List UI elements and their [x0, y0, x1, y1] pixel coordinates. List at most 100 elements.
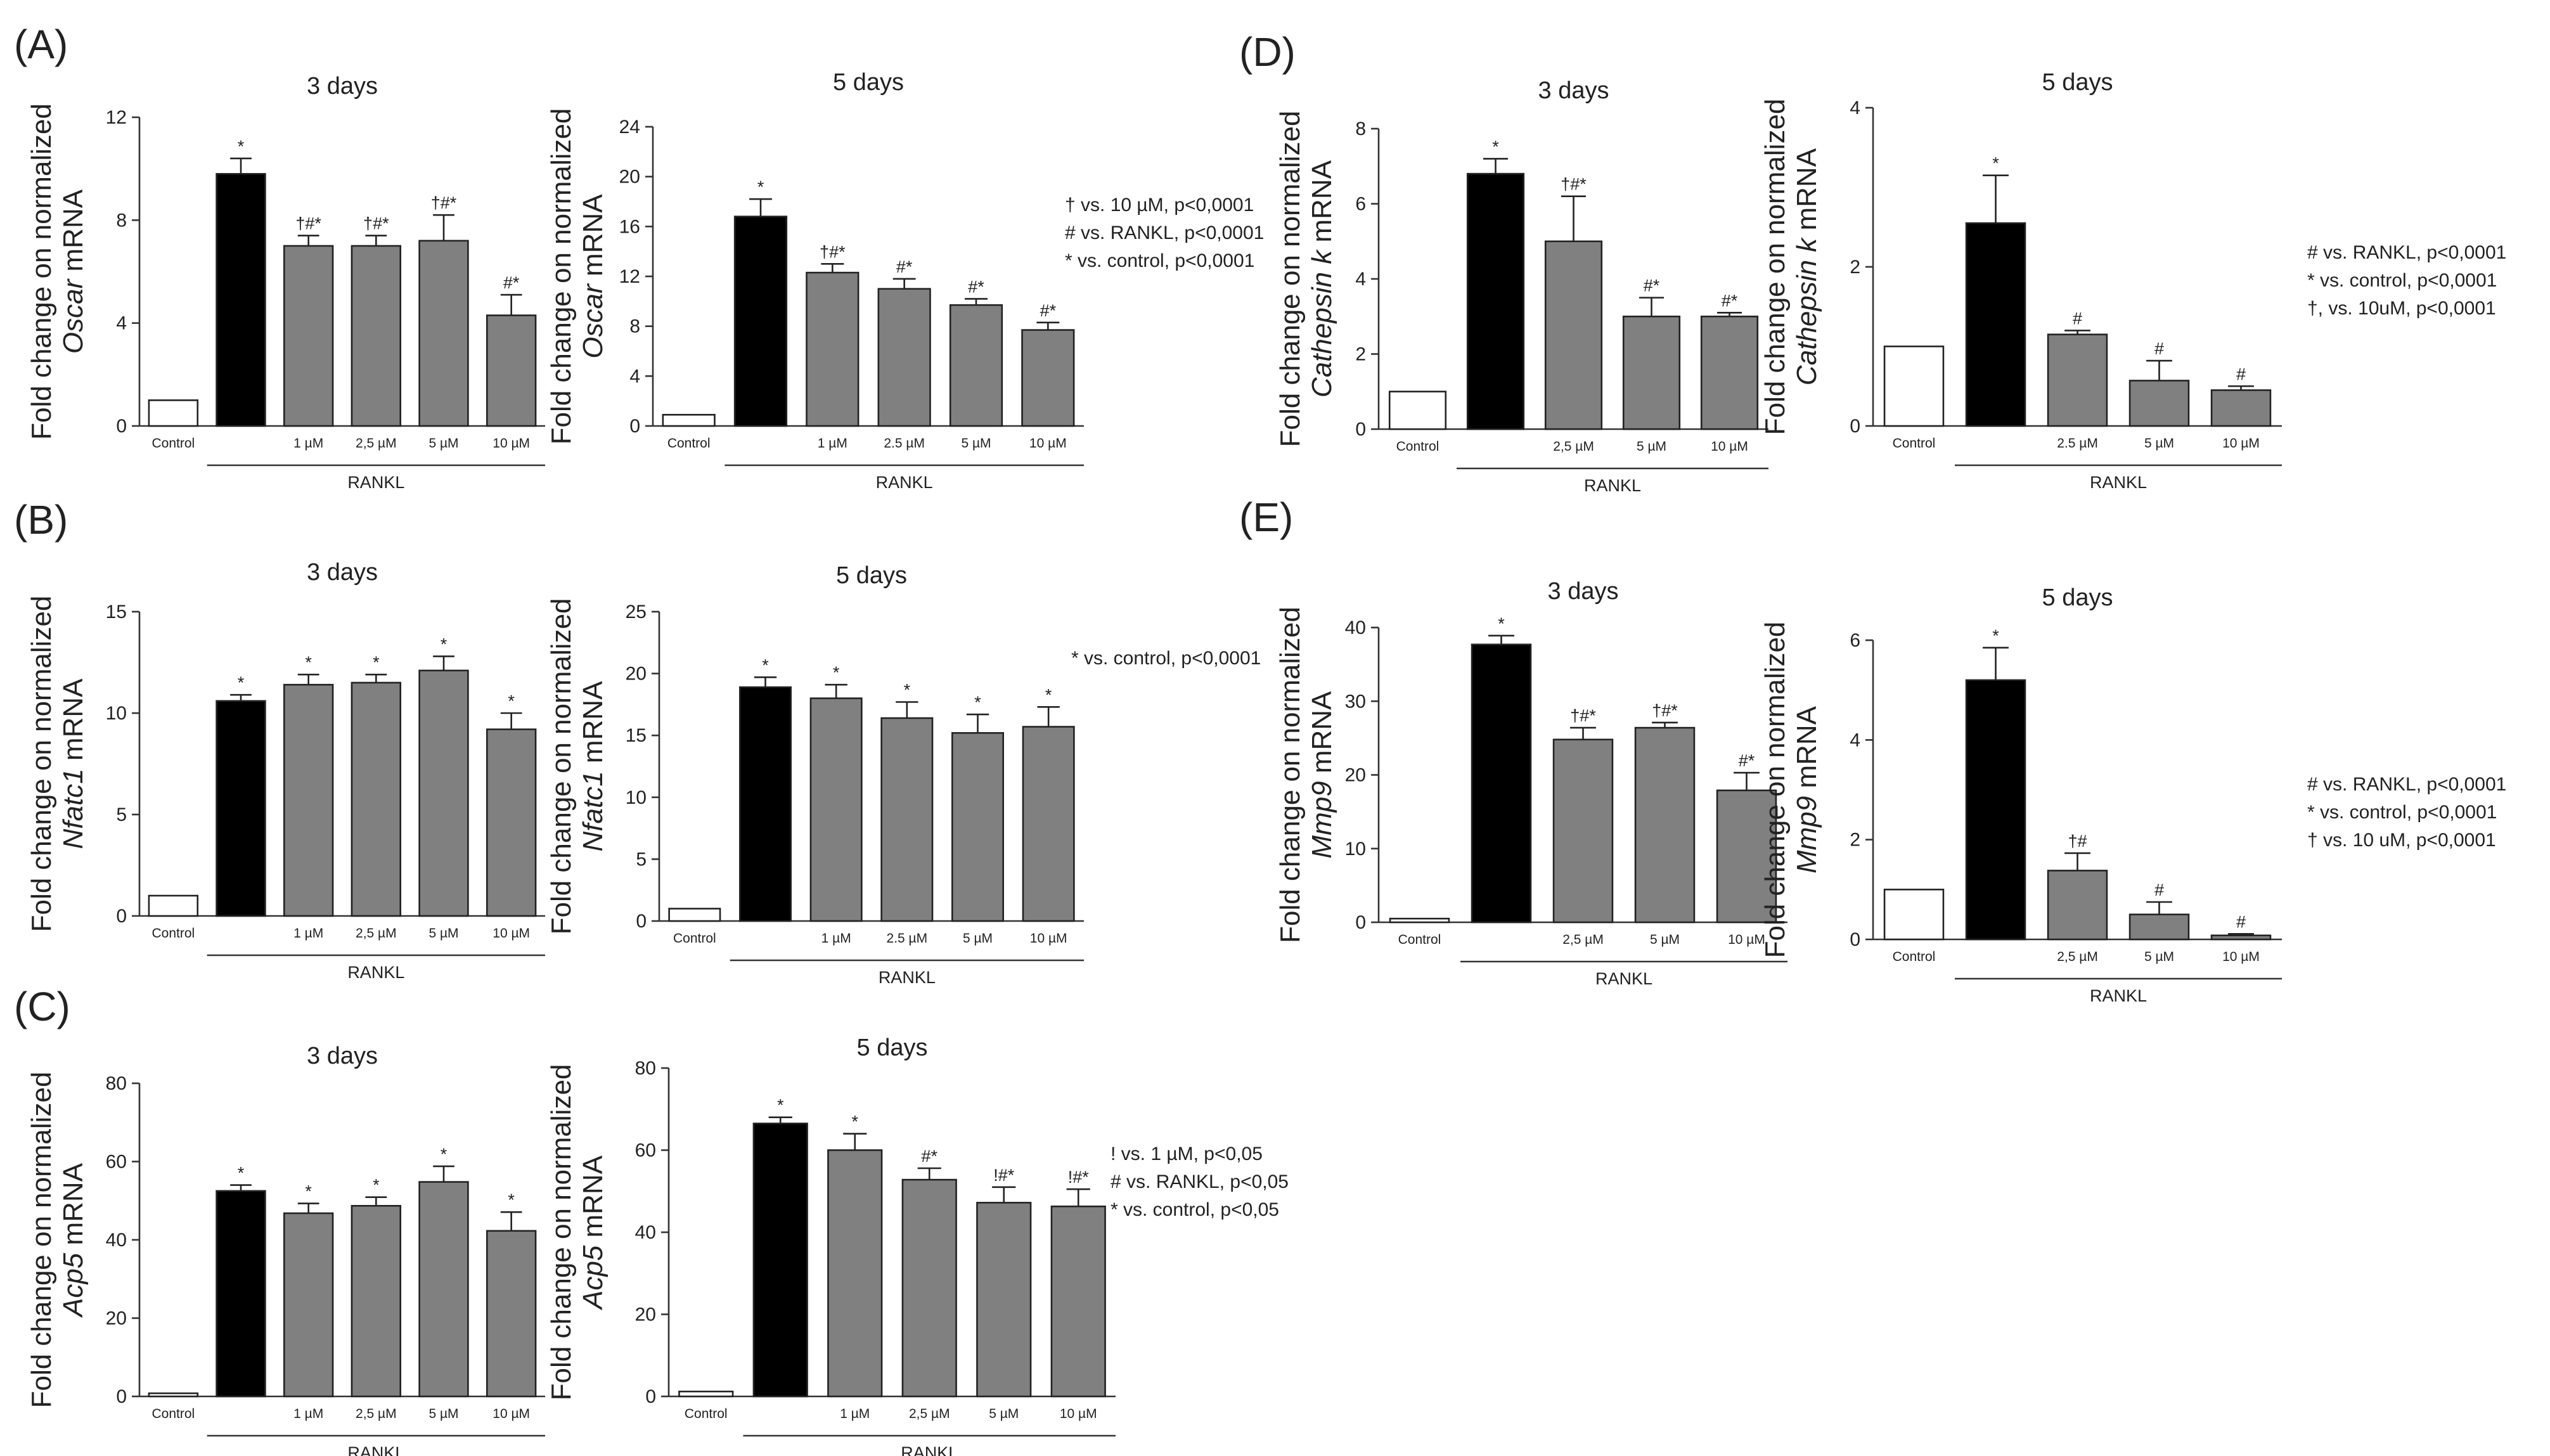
chart-e2: 5 days 0 2 4 6 Fold change on normalizedMmp9 …	[1760, 584, 2506, 1005]
y-tick-label: 80	[106, 1073, 127, 1094]
bar	[733, 216, 788, 427]
legend-entry: # vs. RANKL, p<0,05	[1111, 1171, 1289, 1192]
legend-entry: † vs. 10 µM, p<0,0001	[1065, 195, 1254, 216]
bar	[752, 1123, 808, 1398]
category-label: Control	[667, 436, 711, 451]
y-tick-label: 8	[116, 210, 127, 231]
group-label: RANKL	[347, 1443, 404, 1456]
significance-label: *	[1992, 154, 1999, 173]
significance-label: #*	[1040, 301, 1057, 320]
chart-title: 5 days	[857, 1034, 928, 1061]
y-axis-label-line1: Fold change on normalized	[26, 596, 57, 932]
category-label: 10 µM	[493, 436, 530, 451]
bar	[486, 728, 537, 917]
category-label: Control	[1398, 932, 1441, 947]
significance-label: !#*	[1068, 1168, 1090, 1187]
bar	[351, 1204, 402, 1398]
bar	[1965, 222, 2026, 427]
chart-title: 3 days	[1548, 578, 1619, 605]
y-tick-label: 8	[629, 316, 640, 337]
significance-label: #*	[1644, 276, 1660, 295]
bar	[1883, 345, 1945, 427]
bar	[809, 697, 863, 922]
chart-a2: 5 days 0 4 8 12 16 20 24 Fold change on normaliz…	[546, 69, 1264, 492]
category-label: 2,5 µM	[2057, 950, 2098, 964]
significance-label: *	[1498, 614, 1505, 633]
category-label: 10 µM	[493, 926, 530, 941]
y-tick-label: 2	[1850, 830, 1860, 851]
chart-title: 5 days	[833, 69, 904, 96]
bar	[662, 413, 716, 427]
y-tick-label: 8	[1355, 119, 1366, 139]
group-label: RANKL	[1584, 476, 1641, 495]
y-axis-label: Fold change on normalizedAcp5 mRNA	[546, 1064, 609, 1401]
y-axis-label: Fold change on normalizedAcp5 mRNA	[26, 1072, 89, 1408]
chart-title: 5 days	[836, 562, 907, 589]
y-tick-label: 10	[626, 787, 647, 808]
y-tick-label: 0	[116, 906, 127, 927]
y-axis-label-line1: Fold change on normalized	[546, 598, 577, 935]
y-tick-label: 0	[1355, 419, 1366, 440]
y-tick-label: 20	[1345, 765, 1366, 786]
y-tick-label: 6	[1850, 630, 1860, 651]
significance-label: †#*	[363, 214, 389, 233]
significance-label: *	[238, 1164, 245, 1183]
bar	[901, 1178, 957, 1398]
category-label: 5 µM	[2144, 950, 2174, 964]
bar	[976, 1202, 1032, 1398]
category-label: 5 µM	[1650, 932, 1680, 947]
y-tick-label: 40	[1345, 617, 1366, 638]
y-axis-label: Fold change on normalizedMmp9 mRNA	[1275, 607, 1337, 943]
y-tick-label: 30	[1345, 691, 1366, 712]
category-label: 2,5 µM	[356, 926, 397, 941]
category-label: 10 µM	[1060, 1407, 1097, 1421]
significance-label: #	[2236, 912, 2246, 931]
y-tick-label: 12	[106, 107, 127, 128]
bar	[283, 1212, 334, 1398]
y-tick-label: 0	[1355, 912, 1366, 933]
y-axis-label-line1: Fold change on normalized	[1275, 607, 1306, 943]
category-label: 2,5 µM	[1562, 932, 1604, 947]
bar	[216, 1190, 266, 1398]
group-label: RANKL	[347, 963, 404, 982]
legend-entry: * vs. control, p<0,0001	[2307, 270, 2497, 291]
bar	[1965, 679, 2026, 941]
y-tick-label: 0	[116, 416, 127, 437]
significance-label: !#*	[993, 1166, 1015, 1185]
bar	[1700, 315, 1759, 430]
panel-letter-a: (A)	[14, 22, 68, 67]
significance-label: *	[441, 1145, 448, 1164]
bar	[880, 717, 934, 922]
chart-a1: 3 days 0 4 8 12 Fold change on normalizedOsca…	[26, 73, 545, 492]
bar	[283, 245, 334, 427]
y-axis-label: Fold change on normalizedNfatc1 mRNA	[26, 596, 89, 932]
significance-label: #*	[896, 257, 913, 276]
chart-title: 3 days	[307, 1043, 378, 1069]
bar	[1389, 917, 1450, 924]
category-label: Control	[1396, 439, 1439, 454]
group-label: RANKL	[347, 473, 404, 492]
bar	[1716, 789, 1777, 924]
y-tick-label: 40	[635, 1222, 656, 1243]
y-axis-label-gene: Cathepsin k	[1306, 249, 1337, 397]
y-tick-label: 24	[619, 117, 640, 138]
category-label: 1 µM	[293, 926, 323, 941]
significance-label: *	[904, 680, 911, 699]
y-axis-label-suffix: mRNA	[1791, 148, 1822, 238]
bar	[1622, 315, 1681, 430]
significance-label: †#*	[820, 242, 846, 261]
chart-c2: 5 days 0 20 40 60 80 Fold change on normalized…	[546, 1034, 1289, 1456]
y-tick-label: 15	[626, 725, 647, 746]
bar	[418, 1181, 469, 1398]
category-label: 2,5 µM	[1553, 439, 1594, 454]
legend-entry: * vs. control, p<0,0001	[2307, 802, 2497, 823]
category-label: 5 µM	[963, 931, 993, 946]
significance-label: *	[305, 1182, 312, 1201]
significance-label: *	[1492, 137, 1499, 156]
bar	[806, 271, 860, 427]
legend-entry: # vs. RANKL, p<0,0001	[2307, 774, 2506, 795]
y-tick-label: 15	[106, 602, 127, 622]
category-label: 1 µM	[821, 931, 851, 946]
